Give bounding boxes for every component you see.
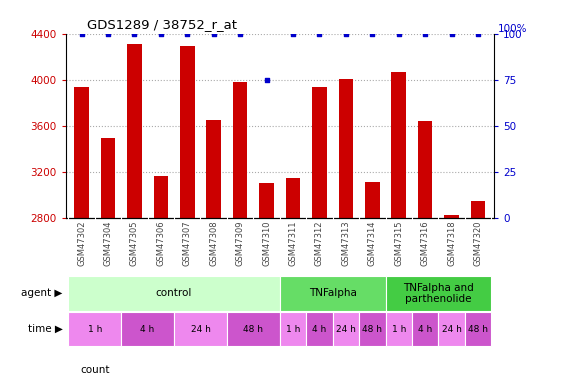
Text: GSM47306: GSM47306 bbox=[156, 220, 166, 266]
Bar bbox=[227, 312, 280, 346]
Point bbox=[315, 31, 324, 37]
Text: GSM47309: GSM47309 bbox=[236, 220, 244, 266]
Text: GSM47307: GSM47307 bbox=[183, 220, 192, 266]
Bar bbox=[385, 276, 491, 310]
Bar bbox=[418, 121, 432, 218]
Bar bbox=[312, 87, 327, 218]
Text: 24 h: 24 h bbox=[336, 324, 356, 334]
Point bbox=[341, 31, 351, 37]
Text: 48 h: 48 h bbox=[363, 324, 383, 334]
Bar bbox=[465, 312, 491, 346]
Bar bbox=[385, 312, 412, 346]
Text: GSM47314: GSM47314 bbox=[368, 220, 377, 266]
Text: 48 h: 48 h bbox=[468, 324, 488, 334]
Text: control: control bbox=[156, 288, 192, 298]
Text: 4 h: 4 h bbox=[418, 324, 432, 334]
Text: 100%: 100% bbox=[498, 24, 528, 34]
Point bbox=[183, 31, 192, 37]
Point bbox=[368, 31, 377, 37]
Bar bbox=[207, 120, 221, 218]
Bar bbox=[69, 276, 280, 310]
Text: agent ▶: agent ▶ bbox=[22, 288, 63, 298]
Bar bbox=[233, 82, 247, 218]
Text: GSM47312: GSM47312 bbox=[315, 220, 324, 266]
Text: GSM47313: GSM47313 bbox=[341, 220, 351, 266]
Point bbox=[473, 31, 482, 37]
Point bbox=[236, 31, 245, 37]
Text: time ▶: time ▶ bbox=[28, 324, 63, 334]
Bar bbox=[74, 87, 89, 218]
Text: GSM47302: GSM47302 bbox=[77, 220, 86, 266]
Bar bbox=[392, 72, 406, 217]
Text: GSM47308: GSM47308 bbox=[209, 220, 218, 266]
Bar bbox=[259, 183, 274, 218]
Text: count: count bbox=[80, 365, 110, 375]
Bar bbox=[127, 44, 142, 218]
Text: GSM47320: GSM47320 bbox=[473, 220, 482, 266]
Bar bbox=[306, 312, 333, 346]
Bar bbox=[69, 312, 121, 346]
Text: TNFalpha and
parthenolide: TNFalpha and parthenolide bbox=[403, 283, 474, 304]
Bar bbox=[280, 312, 306, 346]
Bar bbox=[180, 46, 195, 217]
Bar bbox=[154, 176, 168, 218]
Bar bbox=[444, 215, 459, 217]
Text: 4 h: 4 h bbox=[140, 324, 155, 334]
Point bbox=[130, 31, 139, 37]
Text: GSM47315: GSM47315 bbox=[394, 220, 403, 266]
Bar bbox=[280, 276, 385, 310]
Text: 4 h: 4 h bbox=[312, 324, 327, 334]
Text: 24 h: 24 h bbox=[191, 324, 211, 334]
Text: 1 h: 1 h bbox=[87, 324, 102, 334]
Text: GSM47305: GSM47305 bbox=[130, 220, 139, 266]
Text: TNFalpha: TNFalpha bbox=[309, 288, 357, 298]
Point bbox=[262, 77, 271, 83]
Bar bbox=[439, 312, 465, 346]
Point bbox=[156, 31, 166, 37]
Point bbox=[394, 31, 403, 37]
Point bbox=[103, 31, 112, 37]
Bar bbox=[339, 78, 353, 218]
Bar bbox=[286, 178, 300, 218]
Point bbox=[421, 31, 430, 37]
Bar bbox=[100, 138, 115, 218]
Text: 1 h: 1 h bbox=[392, 324, 406, 334]
Bar bbox=[333, 312, 359, 346]
Text: 1 h: 1 h bbox=[286, 324, 300, 334]
Text: GSM47316: GSM47316 bbox=[421, 220, 430, 266]
Text: 48 h: 48 h bbox=[243, 324, 263, 334]
Text: GSM47310: GSM47310 bbox=[262, 220, 271, 266]
Bar bbox=[471, 201, 485, 217]
Bar bbox=[359, 312, 385, 346]
Text: GSM47304: GSM47304 bbox=[103, 220, 112, 266]
Bar bbox=[412, 312, 439, 346]
Point bbox=[209, 31, 218, 37]
Point bbox=[288, 31, 297, 37]
Point bbox=[77, 31, 86, 37]
Text: GSM47311: GSM47311 bbox=[288, 220, 297, 266]
Bar bbox=[174, 312, 227, 346]
Text: 24 h: 24 h bbox=[442, 324, 461, 334]
Text: GDS1289 / 38752_r_at: GDS1289 / 38752_r_at bbox=[87, 18, 237, 31]
Bar bbox=[365, 182, 380, 218]
Bar bbox=[121, 312, 174, 346]
Text: GSM47318: GSM47318 bbox=[447, 220, 456, 266]
Point bbox=[447, 31, 456, 37]
